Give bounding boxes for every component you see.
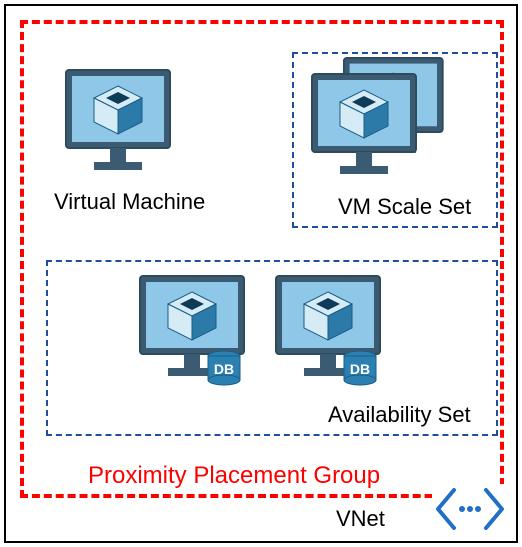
availability-vm-1: DB [138,274,246,390]
availability-vm-2: DB [274,274,382,390]
svg-text:DB: DB [350,361,370,377]
scale-set-label: VM Scale Set [334,194,475,220]
vm-single [64,68,172,184]
vnet-label: VNet [336,506,385,532]
svg-text:DB: DB [214,361,234,377]
vm-single-label: Virtual Machine [54,189,205,215]
vnet-icon [432,484,508,539]
scale-set-vm-front [310,72,418,188]
vnet-container: Virtual Machine [4,4,518,543]
availability-set-label: Availability Set [324,402,475,428]
ppg-label: Proximity Placement Group [88,462,380,490]
